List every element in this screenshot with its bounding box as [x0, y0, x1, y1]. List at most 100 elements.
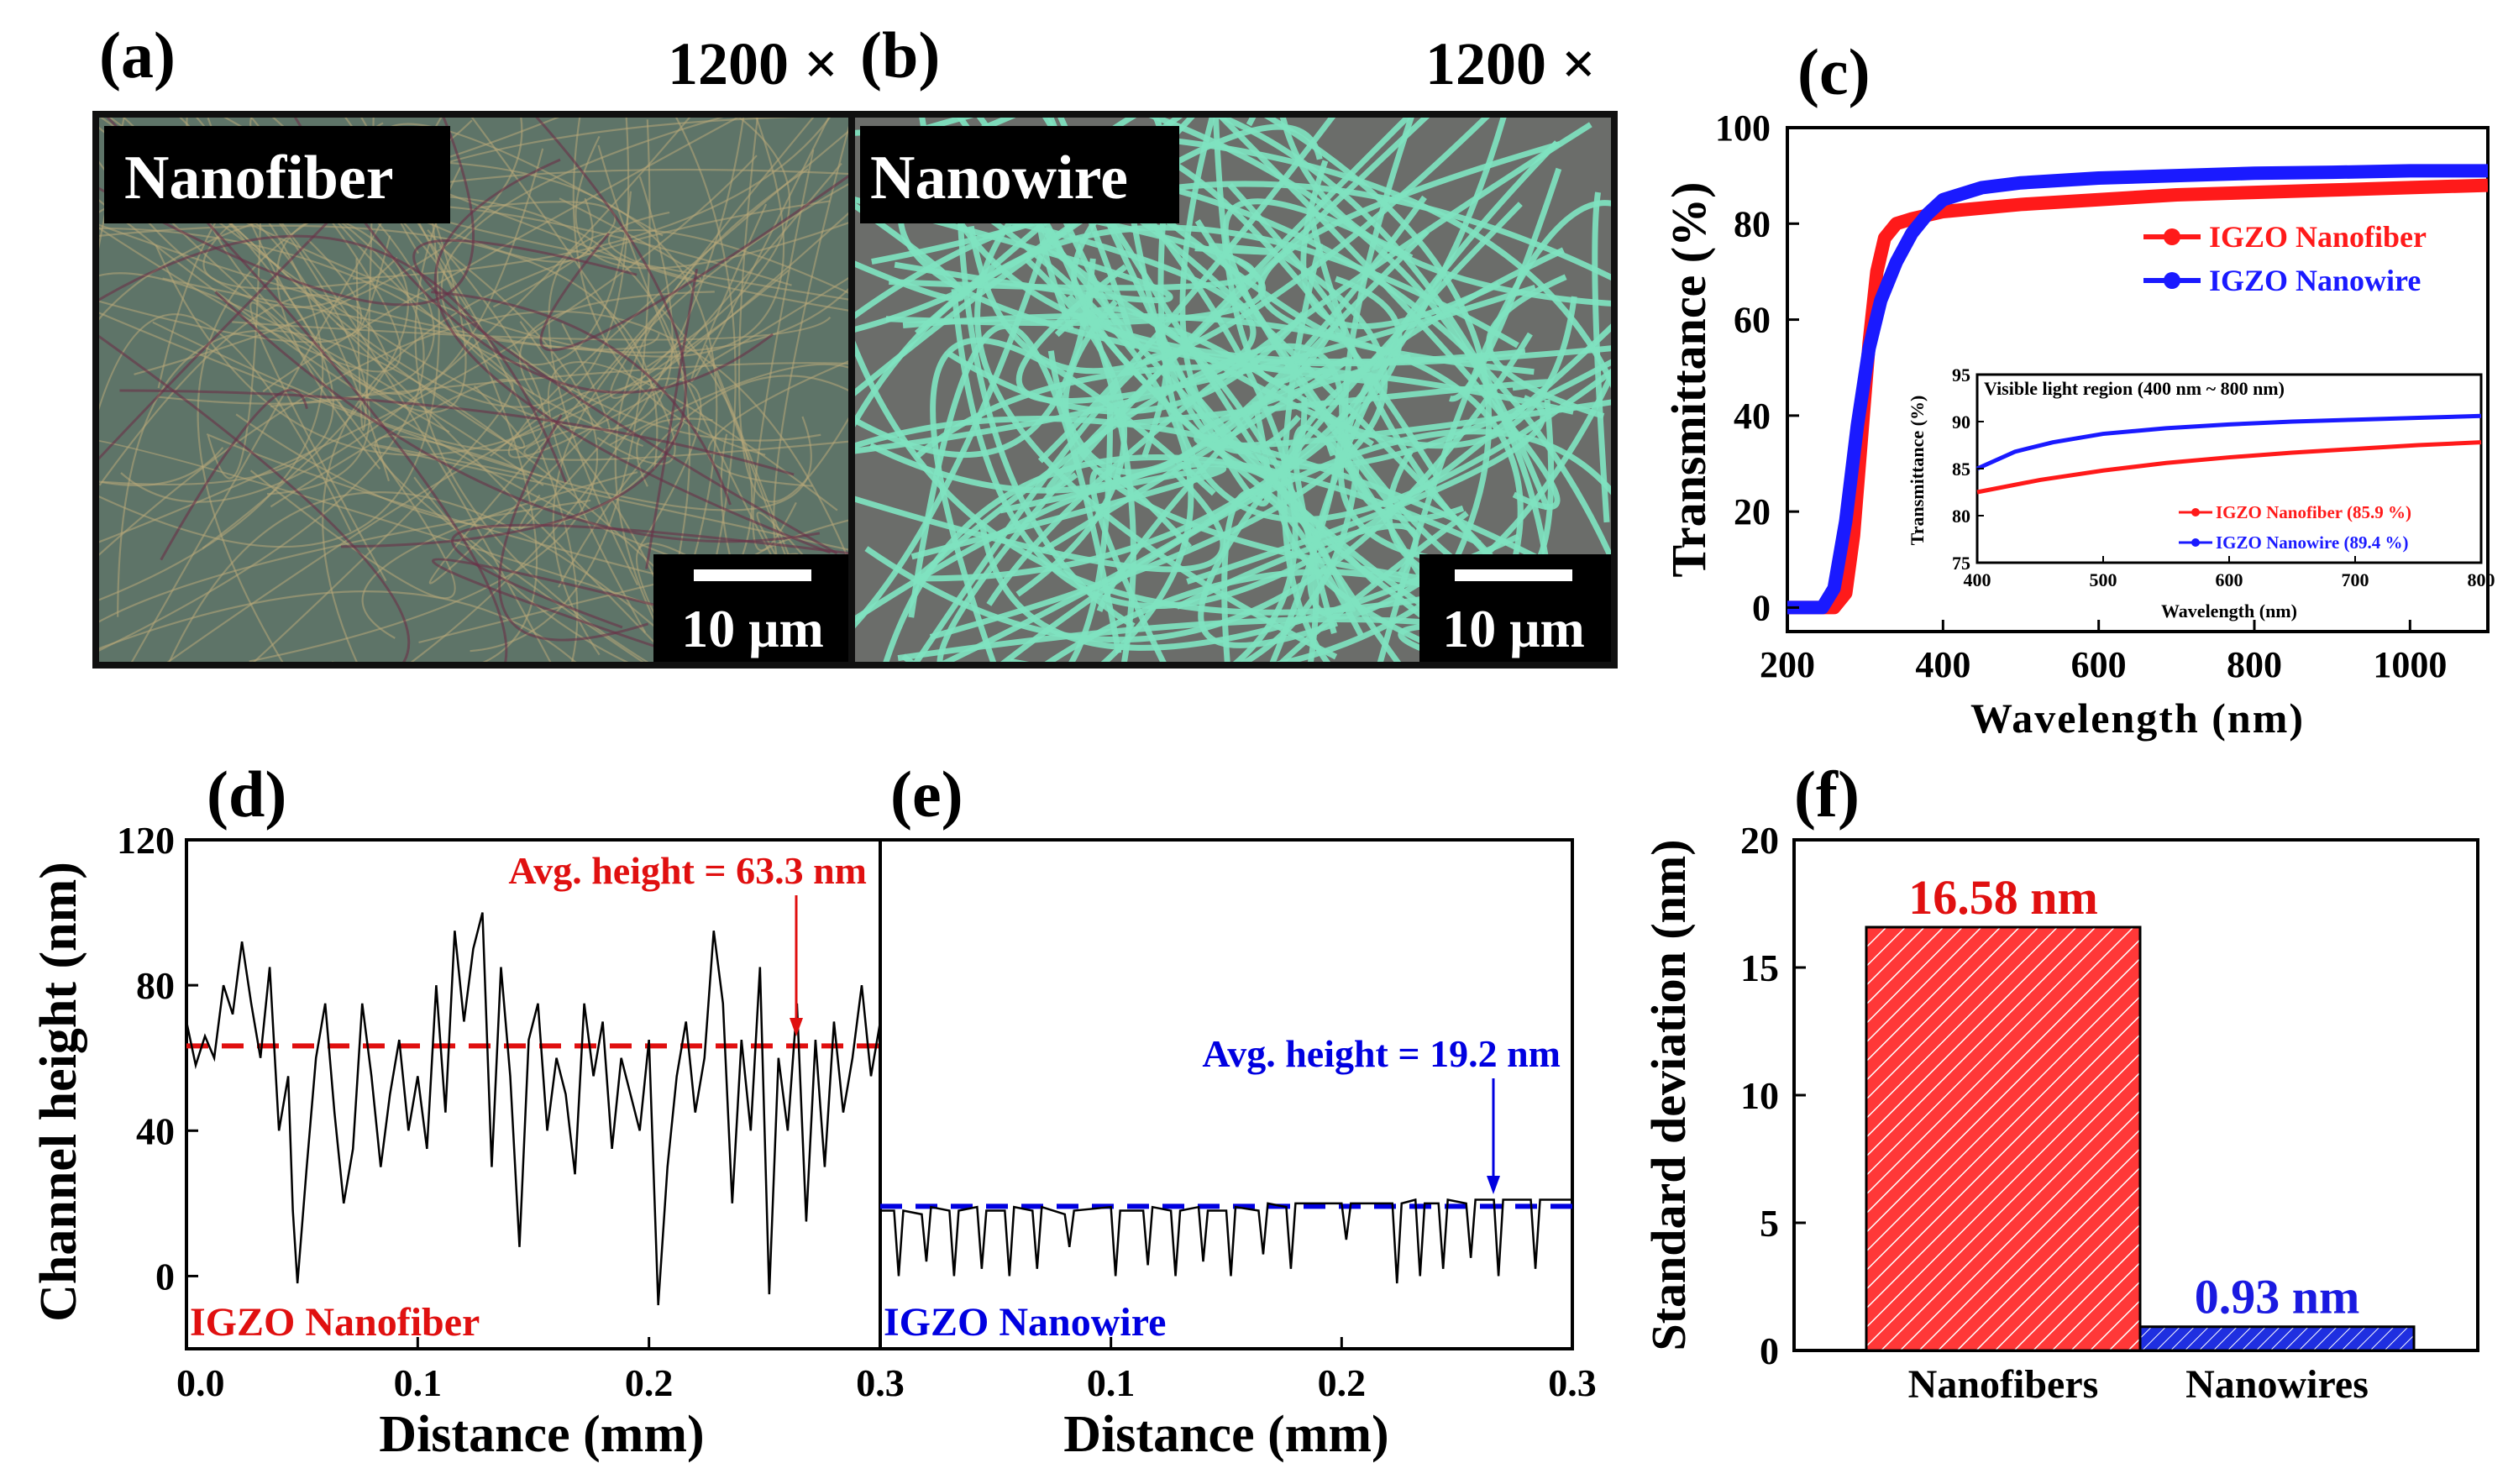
inset-y-tick-label: 85	[1952, 459, 1970, 480]
strand	[253, 379, 514, 662]
strand	[262, 118, 740, 393]
strand	[552, 179, 855, 656]
panel-a-letter: (a)	[99, 18, 176, 92]
strand	[1263, 118, 1493, 614]
y-tick-label: 100	[1715, 107, 1771, 149]
panel-b-label-box	[860, 126, 1179, 223]
y-tick-label: 10	[1740, 1074, 1779, 1117]
panel-f-ylabel: Standard deviation (nm)	[1641, 839, 1696, 1350]
strand	[232, 317, 832, 341]
x-tick-label: 800	[2227, 644, 2282, 685]
strand	[119, 389, 795, 476]
strand	[99, 310, 855, 579]
panel-d-series	[186, 912, 880, 1306]
strand	[1278, 511, 1469, 662]
strand	[910, 465, 1227, 560]
value-label-nanofibers: 16.58 nm	[1908, 870, 2098, 925]
strand	[661, 309, 753, 662]
strand	[1198, 202, 1523, 648]
panel-c-letter: (c)	[1797, 35, 1871, 108]
bar-nanowires	[2138, 1325, 2416, 1352]
y-tick-label: 120	[117, 819, 175, 862]
inset-background	[1970, 375, 2481, 576]
x-tick-label: 400	[1915, 644, 1970, 685]
inset-x-tick-label: 700	[2342, 569, 2369, 590]
strand	[166, 377, 702, 662]
panel-e-letter: (e)	[890, 758, 963, 831]
y-tick-label: 0	[1760, 1329, 1779, 1372]
inset-x-tick-label: 600	[2216, 569, 2243, 590]
strand	[519, 321, 611, 434]
strand	[412, 239, 838, 555]
strand	[361, 471, 638, 639]
strand	[134, 118, 523, 375]
panel-e-series-label: IGZO Nanowire	[884, 1300, 1166, 1345]
strand	[197, 118, 807, 662]
strand	[99, 160, 398, 309]
inset-series-nanowire	[1975, 413, 2482, 471]
panel-e-avg-label: Avg. height = 19.2 nm	[1202, 1032, 1561, 1075]
strand	[498, 414, 649, 642]
panel-f-axes: 0 5 10 15 20	[1740, 819, 1806, 1372]
strand	[1486, 274, 1605, 419]
strand	[645, 269, 699, 569]
strand	[99, 313, 352, 532]
x-tick-label: 0.2	[1318, 1361, 1367, 1404]
panel-f: (f) 16.58 nm Nanofibers 0.93 nm Nanowires 0…	[1641, 758, 2479, 1407]
panel-b-letter: (b)	[860, 18, 940, 92]
strand	[883, 454, 1482, 662]
inset-legend-nanofiber: IGZO Nanofiber (85.9 %)	[2216, 502, 2411, 522]
panel-e-avg-arrowhead	[1487, 1176, 1500, 1194]
inset-series	[1975, 413, 2482, 495]
strand	[1592, 191, 1610, 523]
x-tick-label: 1000	[2373, 644, 2447, 685]
panel-c-axes: 200 400 600 800 1000 0 20 40 60 80 100	[1715, 107, 2447, 685]
strand	[152, 229, 545, 452]
y-tick-label: 40	[136, 1109, 175, 1152]
panel-d-letter: (d)	[207, 758, 286, 831]
strand	[249, 401, 456, 600]
panel-c-xlabel: Wavelength (nm)	[1970, 695, 2305, 742]
strand	[106, 118, 508, 662]
panel-a-label: Nanofiber	[124, 144, 394, 212]
strand	[99, 223, 855, 354]
panel-d-ylabel: Channel height (nm)	[30, 862, 87, 1322]
panel-c-legend: IGZO Nanofiber IGZO Nanowire	[2143, 220, 2427, 297]
panel-b-scale-label: 10 μm	[1442, 599, 1585, 658]
strand	[572, 118, 766, 456]
strand	[249, 302, 387, 582]
strand	[117, 329, 750, 659]
strand	[99, 234, 567, 483]
strand	[956, 179, 1136, 629]
x-tick-label: 0.3	[856, 1361, 905, 1404]
strand	[99, 439, 737, 633]
strand	[914, 118, 1257, 336]
strand	[410, 118, 745, 662]
panel-e-axes: 0.3 0.1 0.2 0.3	[856, 1337, 1597, 1404]
strand	[99, 239, 362, 343]
legend-nanowire: IGZO Nanowire	[2209, 264, 2421, 297]
strand	[855, 468, 1226, 573]
strand	[1213, 118, 1335, 385]
y-tick-label: 40	[1734, 396, 1771, 437]
strand	[249, 245, 599, 662]
strand	[979, 523, 1520, 651]
strand	[1307, 336, 1429, 620]
panel-c-ylabel: Transmittance (%)	[1661, 182, 1716, 578]
panel-c-series	[1787, 164, 2488, 615]
inset-xlabel: Wavelength (nm)	[2161, 600, 2297, 621]
panel-a: (a) 1200 × Nanofiber 10 μm	[92, 18, 862, 726]
y-tick-label: 60	[1734, 300, 1771, 341]
strand	[470, 118, 676, 465]
x-tick-label: 0.0	[176, 1361, 225, 1404]
strand	[431, 291, 732, 506]
strand	[99, 224, 658, 470]
panel-d-avg-arrowhead	[790, 1018, 803, 1036]
strand	[346, 700, 698, 726]
strand	[548, 228, 855, 586]
strand	[919, 118, 1507, 582]
strand	[99, 118, 475, 307]
strand	[160, 389, 308, 561]
strand	[470, 119, 651, 653]
